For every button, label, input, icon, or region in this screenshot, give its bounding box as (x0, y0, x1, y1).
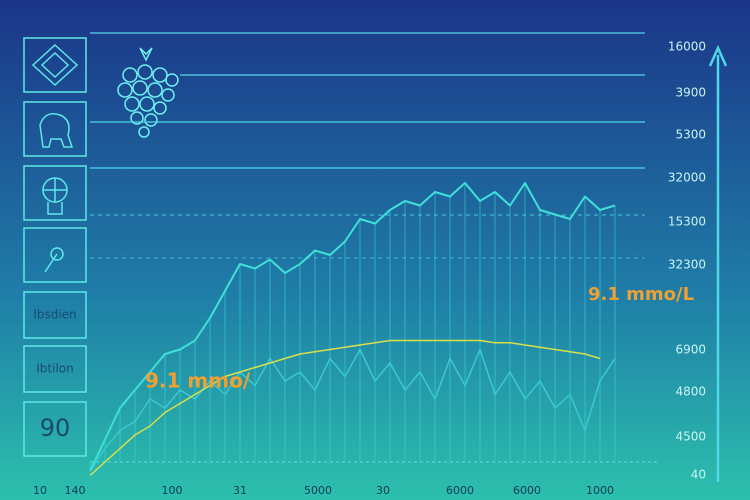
sidebar-label: 90 (40, 414, 71, 442)
grapes-icon (117, 47, 179, 138)
right-label: 32000 (668, 171, 706, 185)
globe-icon-lines (43, 178, 67, 215)
series-line (89, 348, 616, 472)
sidebar-label: Ibtilon (36, 362, 73, 376)
x-label: 5000 (304, 484, 332, 497)
series-line (89, 339, 601, 477)
right-label: 4800 (675, 385, 706, 399)
icon-box[interactable] (23, 37, 87, 93)
x-label: 140 (65, 484, 86, 497)
x-label: 31 (233, 484, 247, 497)
x-label: 30 (376, 484, 390, 497)
annotation: 9.1 mmo/L (588, 284, 694, 305)
x-label: 100 (162, 484, 183, 497)
right-label: 3900 (675, 86, 706, 100)
x-label: 1000 (586, 484, 614, 497)
x-label: 10 (33, 484, 47, 497)
icon-box[interactable] (23, 165, 87, 221)
right-label: 5300 (675, 128, 706, 142)
sidebar (23, 37, 87, 457)
annotation: 9.1 mmo/ (145, 369, 251, 393)
icon-box[interactable] (23, 227, 87, 283)
label-box[interactable] (23, 291, 87, 339)
right-label: 6900 (675, 343, 706, 357)
right-label: 16000 (668, 40, 706, 54)
figure-icon (39, 113, 74, 148)
frame-lines (90, 32, 728, 482)
series-line (89, 182, 616, 472)
right-label: 32300 (668, 258, 706, 272)
plot (89, 182, 616, 477)
label-box[interactable] (23, 345, 87, 393)
x-label: 6000 (446, 484, 474, 497)
right-label: 4500 (675, 430, 706, 444)
diamond-icon (31, 43, 79, 87)
right-label: 40 (691, 468, 706, 482)
sidebar-label: Ibsdien (33, 308, 76, 322)
right-label: 15300 (668, 215, 706, 229)
x-label: 6000 (513, 484, 541, 497)
icon-box[interactable] (23, 101, 87, 157)
plant-icon (44, 247, 64, 273)
label-box[interactable] (23, 401, 87, 457)
